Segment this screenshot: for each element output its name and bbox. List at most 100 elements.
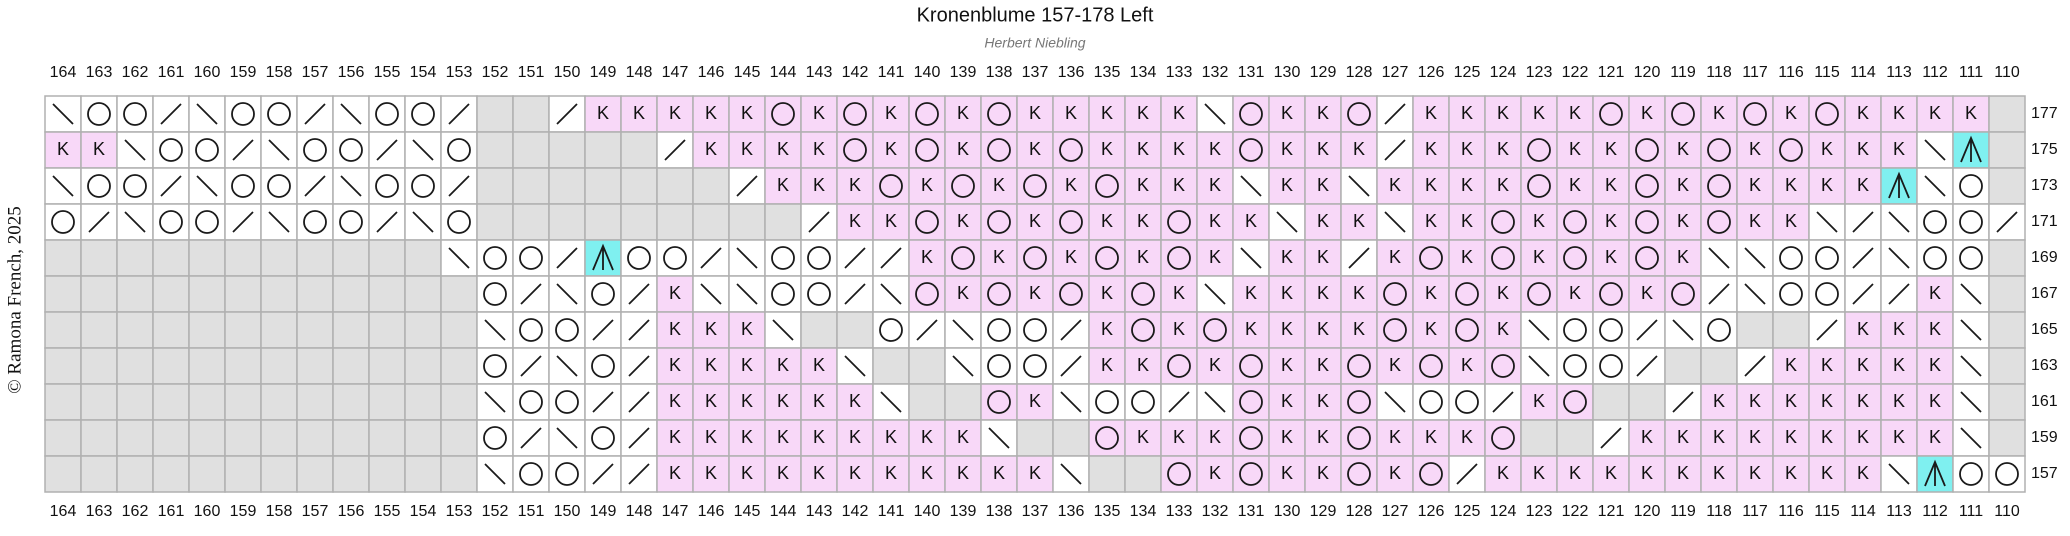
- cell: [296, 239, 334, 277]
- knit-2-together: [160, 103, 182, 125]
- knit-stitch: K: [1929, 427, 1941, 447]
- yarn-over: [987, 210, 1011, 234]
- yarn-over: [159, 138, 183, 162]
- cell: [728, 347, 766, 385]
- cell: [872, 347, 910, 385]
- yarn-over: [1347, 390, 1371, 414]
- knit-stitch: K: [705, 391, 717, 411]
- cell: [332, 455, 370, 493]
- knit-stitch: K: [993, 247, 1005, 267]
- yarn-over: [51, 210, 75, 234]
- cell: [1232, 311, 1270, 349]
- cell: [1880, 419, 1918, 457]
- row-number: 177: [2031, 105, 2058, 122]
- cell: [1016, 203, 1054, 241]
- knit-stitch: K: [1929, 319, 1941, 339]
- cell: [908, 131, 946, 169]
- yarn-over: [1815, 246, 1839, 270]
- yarn-over: [1383, 318, 1407, 342]
- column-number: 130: [1274, 64, 1301, 81]
- cell: [224, 383, 262, 421]
- knit-stitch: K: [1281, 319, 1293, 339]
- column-number: 148: [626, 503, 653, 520]
- knit-2-together: [664, 139, 686, 161]
- yarn-over: [339, 138, 363, 162]
- column-number: 149: [590, 64, 617, 81]
- knit-stitch: K: [1101, 355, 1113, 375]
- knit-stitch: K: [57, 139, 69, 159]
- knit-stitch: K: [741, 103, 753, 123]
- knit-stitch: K: [1497, 463, 1509, 483]
- yarn-over: [303, 210, 327, 234]
- cell: [1340, 419, 1378, 457]
- cell: [548, 383, 586, 421]
- knit-stitch: K: [1677, 211, 1689, 231]
- cell: [368, 311, 406, 349]
- yarn-over: [1347, 426, 1371, 450]
- column-number: 131: [1238, 503, 1265, 520]
- knit-stitch: K: [1317, 427, 1329, 447]
- cell: [260, 419, 298, 457]
- cell: [1448, 167, 1486, 205]
- cell: [1916, 311, 1954, 349]
- knit-2-together: [628, 463, 650, 485]
- slip-slip-knit: [1816, 211, 1838, 233]
- cell: [1988, 95, 2026, 133]
- slip-slip-knit: [484, 463, 506, 485]
- knit-stitch: K: [1785, 391, 1797, 411]
- yarn-over: [1779, 282, 1803, 306]
- knit-2-together: [1672, 391, 1694, 413]
- knit-2-together: [1492, 391, 1514, 413]
- knit-stitch: K: [1785, 103, 1797, 123]
- slip-slip-knit: [124, 139, 146, 161]
- cell: [656, 239, 694, 277]
- cell: [404, 347, 442, 385]
- cell: [1592, 311, 1630, 349]
- cell: [692, 167, 730, 205]
- cell: [1844, 383, 1882, 421]
- yarn-over: [1059, 138, 1083, 162]
- knit-stitch: K: [1029, 391, 1041, 411]
- knit-stitch: K: [1893, 391, 1905, 411]
- title: Kronenblume 157-178 Left: [917, 4, 1154, 26]
- knit-2-together: [1744, 355, 1766, 377]
- column-number: 116: [1778, 64, 1804, 81]
- cell: [548, 131, 586, 169]
- cell: [548, 311, 586, 349]
- cell: [1196, 455, 1234, 493]
- knit-stitch: K: [669, 283, 681, 303]
- knit-stitch: K: [1857, 319, 1869, 339]
- knit-2-together: [1168, 391, 1190, 413]
- cell: [1052, 131, 1090, 169]
- cell: [584, 275, 622, 313]
- knit-stitch: K: [1821, 355, 1833, 375]
- knit-stitch: K: [849, 391, 861, 411]
- knit-stitch: K: [813, 355, 825, 375]
- cell: [224, 311, 262, 349]
- knit-stitch: K: [1137, 427, 1149, 447]
- cell: [908, 455, 946, 493]
- cell: [116, 275, 154, 313]
- cell: [1844, 347, 1882, 385]
- knit-stitch: K: [741, 355, 753, 375]
- yarn-over: [1059, 210, 1083, 234]
- cell: [1484, 203, 1522, 241]
- cell: [116, 311, 154, 349]
- cell: [116, 419, 154, 457]
- cell: [1772, 419, 1810, 457]
- cell: [764, 347, 802, 385]
- cell: [476, 419, 514, 457]
- yarn-over: [1563, 246, 1587, 270]
- cell: [1124, 239, 1162, 277]
- cell: [1628, 455, 1666, 493]
- cell: [764, 383, 802, 421]
- cell: [1952, 239, 1990, 277]
- yarn-over: [159, 210, 183, 234]
- cell: [1772, 239, 1810, 277]
- knit-stitch: K: [669, 355, 681, 375]
- column-number: 117: [1742, 503, 1768, 520]
- knit-stitch: K: [1497, 319, 1509, 339]
- cell: [1772, 311, 1810, 349]
- yarn-over: [519, 318, 543, 342]
- row-number: 175: [2031, 141, 2058, 158]
